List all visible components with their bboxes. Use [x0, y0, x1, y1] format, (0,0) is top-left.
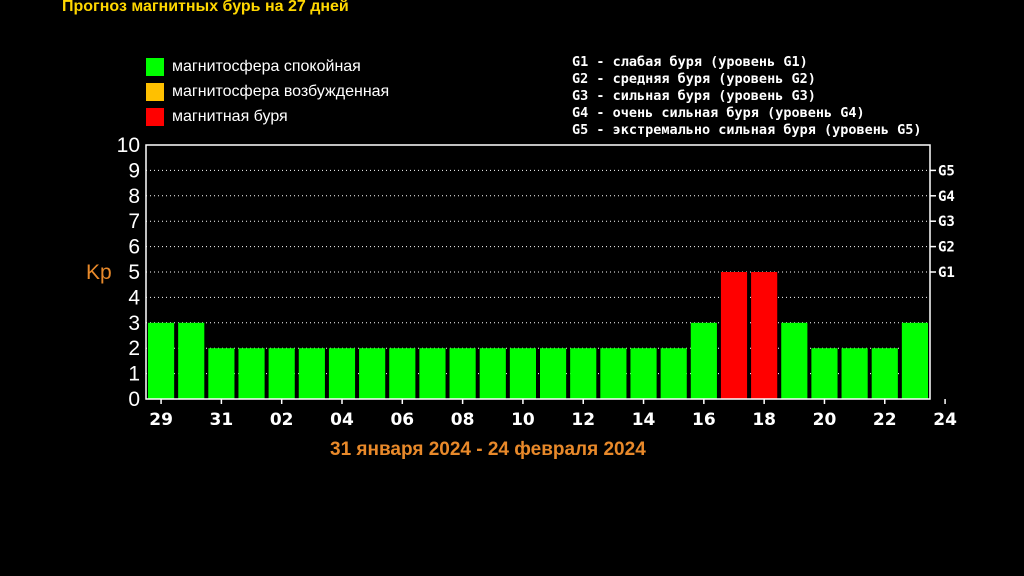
right-tick-label: G4 — [938, 189, 955, 205]
right-tick-label: G1 — [938, 265, 955, 281]
x-tick-label: 22 — [873, 410, 897, 430]
y-tick-label: 9 — [128, 159, 140, 182]
bar — [811, 348, 838, 399]
right-tick-label: G2 — [938, 240, 955, 256]
g-level-3: G3 - сильная буря (уровень G3) — [572, 88, 816, 104]
y-tick-label: 4 — [128, 286, 140, 309]
bar — [901, 322, 928, 399]
bar — [298, 348, 325, 399]
legend-item-storm: магнитная буря — [146, 104, 389, 129]
bar — [449, 348, 476, 399]
bar — [720, 272, 748, 399]
y-tick-label: 8 — [128, 185, 140, 208]
y-tick-label: 6 — [128, 236, 140, 259]
bar — [479, 348, 506, 399]
x-tick-label: 16 — [692, 410, 716, 430]
x-tick-label: 10 — [511, 410, 535, 430]
x-tick-label: 08 — [451, 410, 475, 430]
legend-swatch-excited — [146, 82, 164, 101]
bar — [660, 348, 687, 399]
x-tick-label: 31 — [210, 410, 234, 430]
y-axis-label: Kp — [86, 261, 112, 284]
x-tick-label: 02 — [270, 410, 294, 430]
bar — [238, 348, 265, 399]
bar — [570, 348, 597, 399]
y-tick-label: 10 — [117, 134, 140, 157]
right-tick-label: G5 — [938, 163, 955, 179]
bar — [600, 348, 627, 399]
g-level-legend: G1 - слабая буря (уровень G1) G2 - средн… — [572, 54, 922, 139]
bar — [630, 348, 657, 399]
x-tick-label: 12 — [571, 410, 595, 430]
bar — [389, 348, 416, 399]
bar — [148, 322, 175, 399]
bar — [268, 348, 295, 399]
legend-label-excited: магнитосфера возбужденная — [172, 82, 390, 100]
y-tick-label: 2 — [128, 337, 140, 360]
legend-label-calm: магнитосфера спокойная — [172, 57, 361, 75]
x-tick-label: 29 — [149, 410, 173, 430]
g-level-2: G2 - средняя буря (уровень G2) — [572, 71, 816, 87]
g-level-1: G1 - слабая буря (уровень G1) — [572, 54, 808, 70]
chart-title: Прогноз магнитных бурь на 27 дней — [62, 0, 349, 15]
date-range: 31 января 2024 - 24 февраля 2024 — [330, 439, 646, 460]
legend-item-excited: магнитосфера возбужденная — [146, 79, 389, 104]
x-tick-label: 24 — [933, 410, 957, 430]
legend-label-storm: магнитная буря — [172, 107, 288, 125]
legend-item-calm: магнитосфера спокойная — [146, 54, 389, 79]
g-level-5: G5 - экстремально сильная буря (уровень … — [572, 122, 922, 138]
bar — [178, 322, 205, 399]
bar — [359, 348, 386, 399]
bar — [871, 348, 898, 399]
y-tick-label: 7 — [128, 210, 140, 233]
bar — [751, 272, 778, 399]
x-tick-label: 04 — [330, 410, 354, 430]
bar — [781, 322, 808, 399]
bar — [540, 348, 567, 399]
x-tick-label: 18 — [752, 410, 776, 430]
bar — [419, 348, 446, 399]
legend: магнитосфера спокойная магнитосфера возб… — [146, 54, 389, 129]
x-tick-label: 14 — [632, 410, 656, 430]
legend-swatch-calm — [146, 57, 164, 76]
bar — [509, 348, 536, 399]
legend-swatch-storm — [146, 107, 164, 126]
y-tick-label: 0 — [128, 388, 140, 411]
bar — [841, 348, 868, 399]
right-tick-label: G3 — [938, 214, 955, 230]
y-tick-label: 1 — [128, 363, 140, 386]
g-level-4: G4 - очень сильная буря (уровень G4) — [572, 105, 865, 121]
y-tick-label: 5 — [128, 261, 140, 284]
y-tick-label: 3 — [128, 312, 140, 335]
x-tick-label: 06 — [390, 410, 414, 430]
bar — [328, 348, 356, 399]
bar — [690, 322, 717, 399]
x-tick-label: 20 — [813, 410, 837, 430]
bar — [208, 348, 235, 399]
